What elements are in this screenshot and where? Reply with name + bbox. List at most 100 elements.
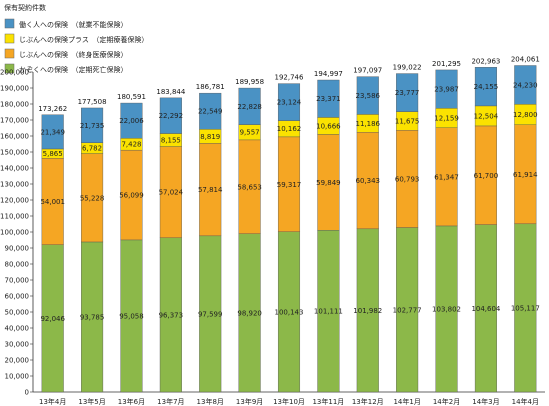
y-tick-label: 80,000	[5, 261, 30, 269]
total-label: 204,061	[511, 56, 540, 64]
total-label: 183,844	[156, 88, 185, 96]
x-tick-label: 14年3月	[472, 397, 499, 406]
data-label: 105,117	[511, 304, 540, 312]
y-tick-label: 50,000	[5, 309, 30, 317]
x-tick-label: 13年7月	[157, 397, 184, 406]
total-label: 186,781	[196, 83, 225, 91]
total-label: 180,591	[117, 93, 146, 101]
data-label: 59,849	[316, 179, 341, 187]
total-label: 197,097	[353, 67, 382, 75]
total-label: 202,963	[471, 57, 500, 65]
data-label: 93,785	[80, 313, 105, 321]
bar-segment	[396, 73, 419, 112]
data-label: 12,159	[434, 115, 459, 123]
bars: 92,046 54,001 5,865 21,349 173,262 93,785 55,2…	[38, 56, 540, 393]
data-label: 10,162	[277, 125, 302, 133]
bar-segment	[356, 76, 379, 115]
x-tick-label: 13年4月	[39, 397, 66, 406]
x-axis: 13年4月 13年5月 13年6月 13年7月 13年8月 13年9月 13年10月 13年1…	[33, 391, 545, 406]
data-label: 22,292	[159, 112, 184, 120]
legend-swatch	[4, 18, 15, 29]
data-label: 21,349	[40, 128, 65, 136]
legend-label: かぞくへの保険 （定期死亡保険）	[19, 65, 128, 74]
data-label: 55,228	[80, 194, 105, 202]
data-label: 100,143	[275, 308, 304, 316]
total-label: 192,746	[275, 74, 304, 82]
data-label: 12,504	[474, 112, 499, 120]
y-tick-label: 150,000	[0, 149, 29, 157]
data-label: 103,802	[432, 305, 461, 313]
data-label: 7,428	[121, 141, 141, 149]
data-label: 58,653	[237, 183, 262, 191]
y-tick-label: 60,000	[5, 293, 30, 301]
bar-segment	[474, 67, 497, 107]
data-label: 23,987	[434, 86, 459, 94]
data-label: 8,819	[200, 133, 220, 141]
x-tick-label: 13年12月	[352, 397, 384, 406]
bar-segment	[317, 79, 340, 118]
y-tick-label: 0	[25, 389, 29, 397]
data-label: 57,024	[159, 189, 184, 197]
y-tick-label: 200,000	[0, 69, 29, 77]
data-label: 102,777	[393, 306, 422, 314]
bar-segment	[277, 83, 301, 121]
data-label: 12,800	[513, 111, 538, 119]
legend-label: じぶんへの保険プラス （定期療養保険）	[19, 35, 148, 44]
bar-segment	[514, 65, 537, 105]
data-label: 104,604	[471, 305, 500, 313]
total-label: 201,295	[432, 60, 461, 68]
data-label: 96,373	[159, 311, 184, 319]
data-label: 23,371	[316, 95, 341, 103]
data-label: 101,111	[314, 308, 343, 316]
data-label: 61,914	[513, 171, 538, 179]
y-tick-label: 140,000	[0, 165, 29, 173]
legend-swatch	[4, 48, 15, 59]
y-tick-label: 40,000	[5, 325, 30, 333]
data-label: 61,347	[434, 173, 459, 181]
legend-label: 働く人への保険 （就業不能保険）	[19, 20, 128, 29]
data-label: 92,046	[40, 315, 65, 323]
data-label: 11,186	[356, 120, 381, 128]
x-tick-label: 13年11月	[312, 397, 344, 406]
legend-label: じぶんへの保険 （終身医療保険）	[19, 50, 128, 59]
y-tick-label: 20,000	[5, 357, 30, 365]
bar-segment	[199, 92, 222, 130]
y-tick-label: 190,000	[0, 85, 29, 93]
legend-swatch	[4, 33, 15, 44]
data-label: 23,586	[356, 92, 381, 100]
legend: 働く人への保険 （就業不能保険） じぶんへの保険プラス （定期療養保険） じぶんへの…	[4, 18, 148, 74]
total-label: 189,958	[235, 78, 264, 86]
x-tick-label: 14年2月	[433, 397, 460, 406]
data-label: 54,001	[40, 198, 65, 206]
x-tick-label: 13年5月	[78, 397, 105, 406]
data-label: 10,666	[316, 122, 341, 130]
data-label: 22,828	[237, 103, 262, 111]
bar-segment	[238, 87, 261, 125]
chart-title: 保有契約件数	[4, 3, 46, 12]
data-label: 21,735	[80, 122, 105, 130]
data-label: 8,155	[161, 137, 181, 145]
x-tick-label: 13年8月	[197, 397, 224, 406]
data-label: 57,814	[198, 186, 223, 194]
bar-segment	[41, 114, 64, 150]
data-label: 97,599	[198, 310, 223, 318]
y-tick-label: 120,000	[0, 197, 29, 205]
data-label: 59,317	[277, 181, 302, 189]
y-axis: 0 10,000 20,000 30,000 40,000 50,000 60,000 70,…	[0, 69, 34, 397]
data-label: 61,700	[474, 172, 499, 180]
data-label: 95,058	[119, 312, 144, 320]
data-label: 98,920	[237, 309, 262, 317]
data-label: 11,675	[395, 117, 420, 125]
y-tick-label: 10,000	[5, 373, 30, 381]
y-tick-label: 90,000	[5, 245, 30, 253]
y-tick-label: 70,000	[5, 277, 30, 285]
data-label: 6,782	[82, 145, 102, 153]
y-tick-label: 180,000	[0, 101, 29, 109]
y-tick-label: 110,000	[0, 213, 29, 221]
bar-segment	[81, 107, 104, 143]
total-label: 199,022	[393, 64, 422, 72]
data-label: 60,793	[395, 175, 420, 183]
data-label: 24,230	[513, 81, 538, 89]
legend-swatch	[4, 63, 15, 74]
